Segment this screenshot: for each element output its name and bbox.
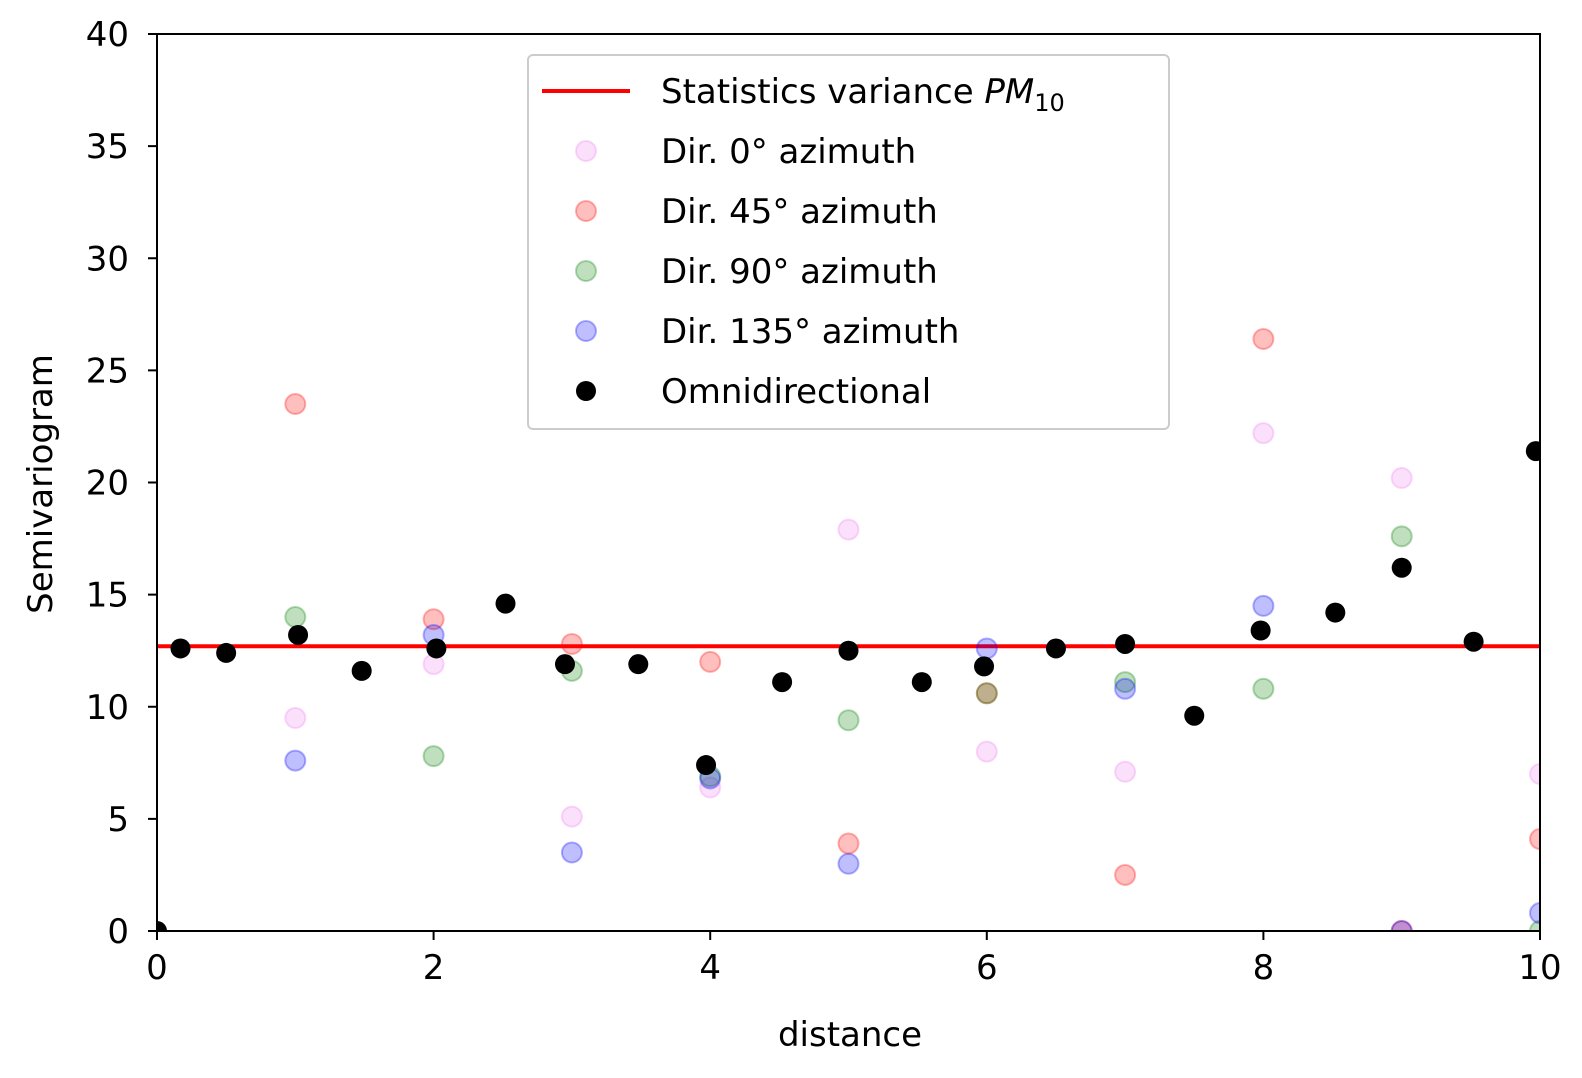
legend-swatch-dir-135-azimuth <box>575 320 597 342</box>
point-omnidirectional-19 <box>1391 557 1412 578</box>
point-dir-0-azimuth-9 <box>1529 763 1540 786</box>
point-omnidirectional-8 <box>628 654 649 675</box>
point-dir-45-azimuth-3 <box>699 650 722 673</box>
x-tick-label-8: 8 <box>1253 948 1275 988</box>
point-omnidirectional-2 <box>216 642 237 663</box>
point-dir-45-azimuth-8 <box>1390 920 1413 931</box>
point-omnidirectional-7 <box>554 654 575 675</box>
plot-area <box>157 327 1540 931</box>
y-axis-label: Semivariogram <box>21 354 61 614</box>
x-tick-label-0: 0 <box>146 948 168 988</box>
point-omnidirectional-0 <box>157 921 167 931</box>
y-tick-label-30: 30 <box>86 239 129 279</box>
point-omnidirectional-9 <box>696 755 717 776</box>
point-dir-45-azimuth-2 <box>560 632 583 655</box>
legend-label-dir-45-azimuth: Dir. 45° azimuth <box>661 192 938 232</box>
point-dir-90-azimuth-8 <box>1390 525 1413 548</box>
point-dir-90-azimuth-4 <box>837 709 860 732</box>
legend-label-dir-90-azimuth: Dir. 90° azimuth <box>661 252 938 292</box>
legend-label-dir-135-azimuth: Dir. 135° azimuth <box>661 312 959 352</box>
legend-box <box>527 54 1170 430</box>
point-dir-45-azimuth-1 <box>422 608 445 631</box>
point-dir-45-azimuth-7 <box>1252 327 1275 350</box>
point-dir-45-azimuth-0 <box>284 393 307 416</box>
point-dir-135-azimuth-5 <box>975 637 998 660</box>
point-dir-135-azimuth-0 <box>284 749 307 772</box>
y-tick-label-20: 20 <box>86 464 129 504</box>
point-dir-90-azimuth-6 <box>1114 671 1137 694</box>
legend: Statistics variance PM10 Dir. 0° azimuth D… <box>527 54 1170 430</box>
legend-swatch-omnidirectional <box>576 381 596 401</box>
legend-label-dir-0-azimuth: Dir. 0° azimuth <box>661 132 916 172</box>
point-dir-0-azimuth-5 <box>975 740 998 763</box>
point-omnidirectional-3 <box>288 624 309 645</box>
point-omnidirectional-1 <box>170 638 191 659</box>
legend-swatch-dir-90-azimuth <box>575 260 597 282</box>
point-dir-90-azimuth-9 <box>1529 920 1540 931</box>
point-omnidirectional-12 <box>911 672 932 693</box>
point-dir-45-azimuth-5 <box>975 682 998 705</box>
x-tick-label-10: 10 <box>1518 948 1561 988</box>
point-dir-0-azimuth-0 <box>284 706 307 729</box>
y-tick-label-5: 5 <box>107 800 129 840</box>
y-tick-label-15: 15 <box>86 576 129 616</box>
point-omnidirectional-20 <box>1463 631 1484 652</box>
point-dir-0-azimuth-7 <box>1252 422 1275 445</box>
legend-swatch-dir-45-azimuth <box>575 200 597 222</box>
point-omnidirectional-5 <box>426 638 447 659</box>
point-dir-135-azimuth-8 <box>1390 920 1413 931</box>
point-dir-90-azimuth-5 <box>975 682 998 705</box>
y-tick-label-0: 0 <box>107 912 129 952</box>
point-dir-135-azimuth-9 <box>1529 902 1540 925</box>
point-dir-90-azimuth-0 <box>284 606 307 629</box>
point-omnidirectional-6 <box>495 593 516 614</box>
y-tick-label-25: 25 <box>86 351 129 391</box>
axes: 0 2 4 6 8 10 0 5 10 15 20 25 30 35 40 <box>86 15 1562 988</box>
point-omnidirectional-4 <box>351 660 372 681</box>
point-dir-135-azimuth-2 <box>560 841 583 864</box>
point-omnidirectional-16 <box>1184 705 1205 726</box>
point-dir-0-azimuth-4 <box>837 518 860 541</box>
point-omnidirectional-14 <box>1045 638 1066 659</box>
point-omnidirectional-21 <box>1525 441 1540 462</box>
point-dir-45-azimuth-6 <box>1114 863 1137 886</box>
x-axis-label: distance <box>778 1015 922 1055</box>
point-dir-135-azimuth-4 <box>837 852 860 875</box>
point-dir-0-azimuth-2 <box>560 805 583 828</box>
point-omnidirectional-15 <box>1115 633 1136 654</box>
point-omnidirectional-11 <box>838 640 859 661</box>
point-omnidirectional-18 <box>1325 602 1346 623</box>
x-tick-label-2: 2 <box>423 948 445 988</box>
legend-label-omnidirectional: Omnidirectional <box>661 372 931 412</box>
legend-swatch-dir-0-azimuth <box>575 140 597 162</box>
point-dir-0-azimuth-3 <box>699 776 722 799</box>
point-dir-90-azimuth-1 <box>422 745 445 768</box>
point-dir-0-azimuth-8 <box>1390 467 1413 490</box>
point-dir-0-azimuth-6 <box>1114 760 1137 783</box>
point-omnidirectional-10 <box>772 672 793 693</box>
x-tick-label-4: 4 <box>699 948 721 988</box>
y-tick-label-35: 35 <box>86 127 129 167</box>
point-dir-45-azimuth-9 <box>1529 828 1540 851</box>
point-dir-135-azimuth-6 <box>1114 677 1137 700</box>
y-tick-label-40: 40 <box>86 15 129 55</box>
point-dir-45-azimuth-4 <box>837 832 860 855</box>
x-tick-label-6: 6 <box>976 948 998 988</box>
y-tick-label-10: 10 <box>86 688 129 728</box>
point-omnidirectional-13 <box>974 656 995 677</box>
point-omnidirectional-17 <box>1250 620 1271 641</box>
legend-variance-label: Statistics variance PM10 <box>661 72 1065 117</box>
point-dir-90-azimuth-7 <box>1252 677 1275 700</box>
point-dir-135-azimuth-7 <box>1252 594 1275 617</box>
